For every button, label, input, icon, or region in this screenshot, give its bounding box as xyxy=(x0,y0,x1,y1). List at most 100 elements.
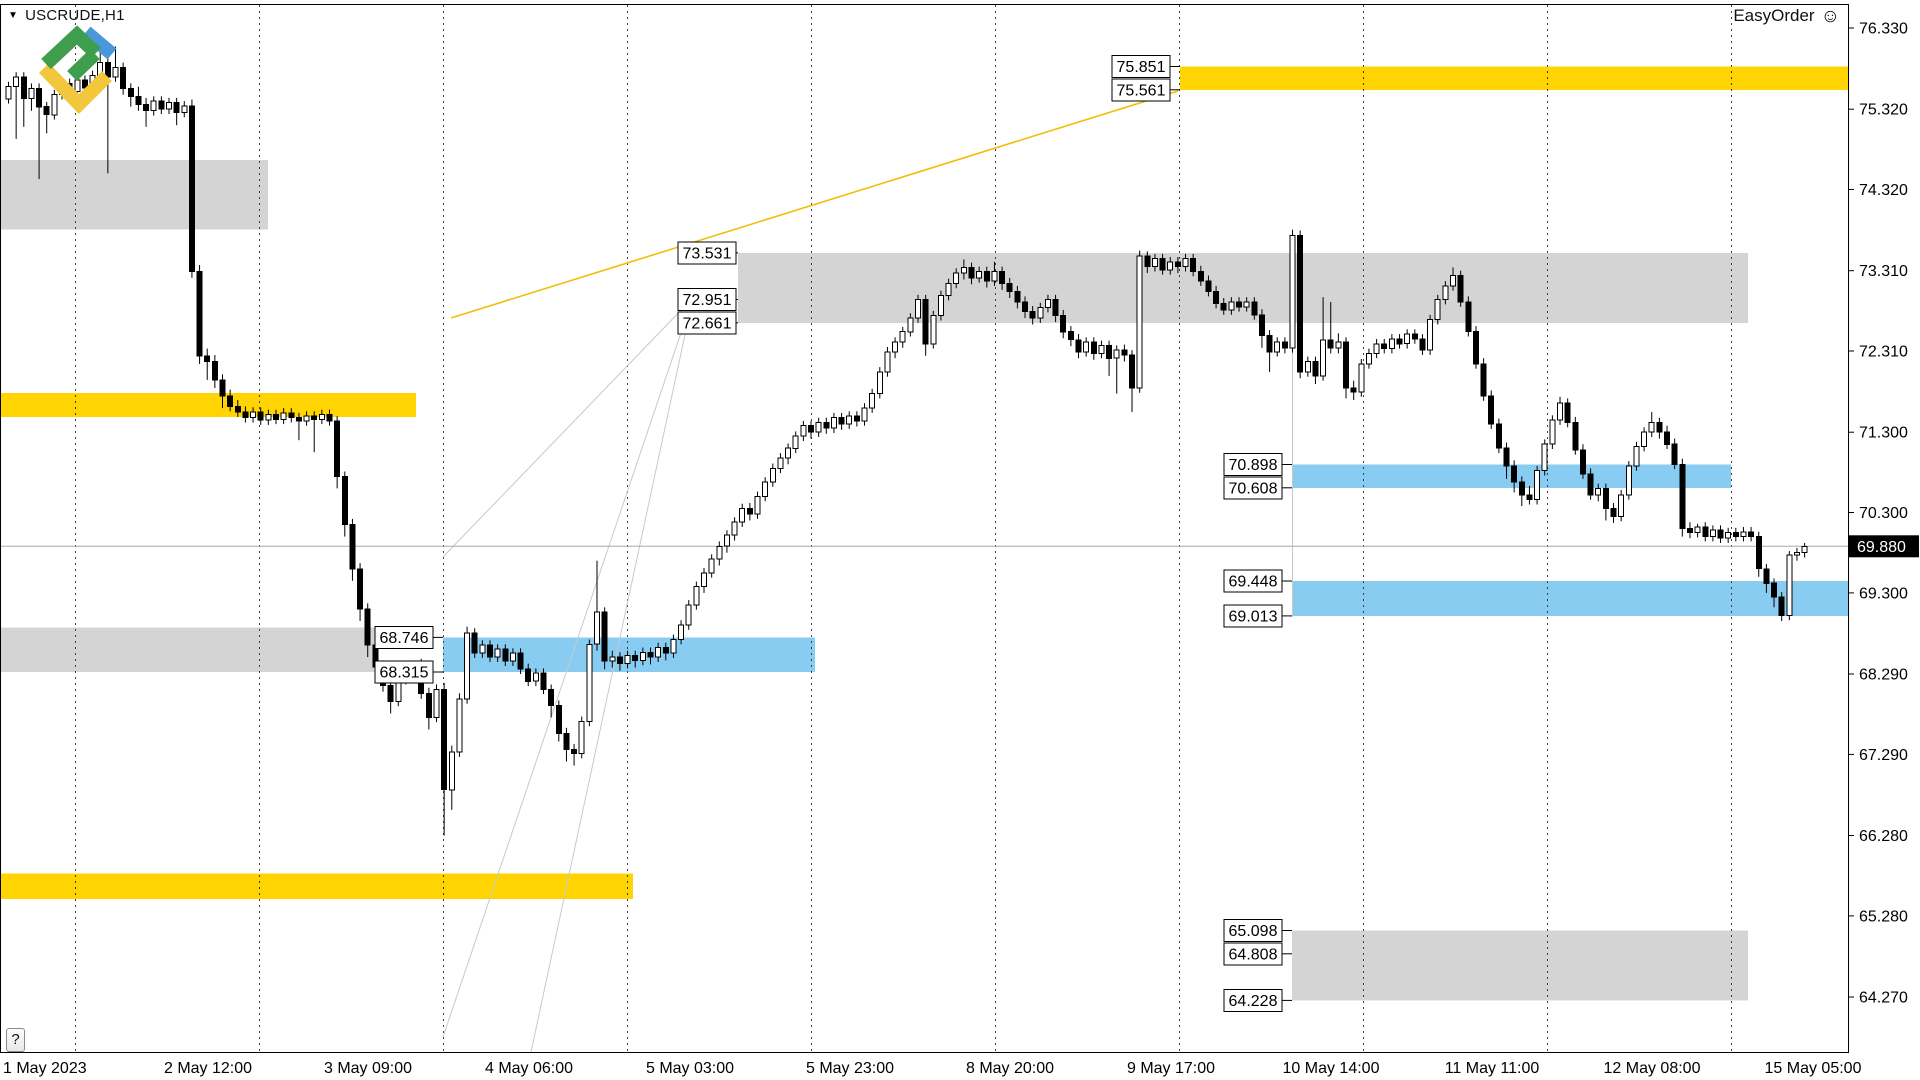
candle-body xyxy=(13,76,20,88)
candle-body xyxy=(815,422,822,433)
candle-body xyxy=(288,412,295,419)
time-tick-label: 10 May 14:00 xyxy=(1283,1060,1380,1077)
candle-body xyxy=(1343,341,1350,389)
candle-body xyxy=(922,299,929,345)
zone-price-label-box[interactable] xyxy=(1223,919,1283,942)
zone-yellow-left[interactable] xyxy=(0,392,416,417)
candle-body xyxy=(1572,422,1579,451)
zone-gray-mid-wide[interactable] xyxy=(738,252,1748,323)
zone-yellow-top-right[interactable] xyxy=(1180,66,1848,90)
candle-body xyxy=(135,95,142,105)
candle-body xyxy=(1335,341,1342,349)
time-tick-label: 15 May 05:00 xyxy=(1765,1060,1862,1077)
candle-body xyxy=(1113,349,1120,359)
candle-body xyxy=(1304,361,1311,373)
zone-price-label-box[interactable] xyxy=(677,241,737,265)
zone-price-label-box[interactable] xyxy=(374,625,434,649)
candle-body xyxy=(349,524,356,570)
candle-body xyxy=(334,420,341,477)
candle-body xyxy=(892,341,899,353)
zone-price-label: 73.531 xyxy=(683,245,732,262)
candle-body xyxy=(487,644,494,658)
candle-body xyxy=(953,272,960,285)
zone-price-label-box[interactable] xyxy=(677,288,737,311)
help-button[interactable]: ? xyxy=(6,1028,25,1052)
candle-body xyxy=(1450,275,1457,287)
zone-price-label-box[interactable] xyxy=(1223,988,1283,1012)
brand-logo-icon xyxy=(30,20,150,135)
candle-body xyxy=(1213,291,1220,305)
candle-body xyxy=(196,271,203,357)
candle-body xyxy=(525,668,532,682)
candle-body xyxy=(1174,261,1181,268)
candle-body xyxy=(976,271,983,279)
candle-body xyxy=(1434,299,1441,321)
candle-body xyxy=(1167,261,1174,271)
zone-gray-bottom-right[interactable] xyxy=(1292,930,1748,1001)
easyorder-widget[interactable]: EasyOrder ☺ xyxy=(1733,6,1840,26)
candle-body xyxy=(1228,301,1235,311)
zone-price-label-box[interactable] xyxy=(1223,476,1283,500)
zone-price-label-box[interactable] xyxy=(677,311,737,335)
candle-body xyxy=(678,624,685,640)
fan-line[interactable] xyxy=(530,329,687,1053)
candle-body xyxy=(234,405,241,413)
trend-line[interactable] xyxy=(450,90,1179,319)
candle-body xyxy=(1748,531,1755,538)
candle-body xyxy=(227,395,234,407)
candle-body xyxy=(242,411,249,419)
zone-price-label-box[interactable] xyxy=(1223,942,1283,966)
zone-yellow-bottom-left[interactable] xyxy=(0,873,633,899)
candle-body xyxy=(1083,341,1090,353)
candle-body xyxy=(464,632,471,700)
candle-body xyxy=(647,651,654,658)
candle-body xyxy=(43,106,50,116)
zone-labels-layer: 75.851 75.561 73.531 72.951 72.661 70.898 70.6… xyxy=(374,55,1292,1012)
candle-body xyxy=(1419,338,1426,351)
easyorder-label: EasyOrder xyxy=(1733,6,1815,25)
candle-body xyxy=(639,651,646,661)
candle-body xyxy=(1044,299,1051,309)
grid-layer xyxy=(75,5,1732,1052)
zone-price-label-box[interactable] xyxy=(1223,453,1283,476)
candle-body xyxy=(846,415,853,425)
zone-gray-top-left[interactable] xyxy=(0,159,268,230)
zone-price-label: 68.315 xyxy=(380,665,429,682)
zone-blue-right-lower[interactable] xyxy=(1292,581,1848,616)
candle-body xyxy=(1014,291,1021,303)
zone-price-label-box[interactable] xyxy=(1223,569,1283,593)
symbol-selector[interactable]: ▼ USCRUDE,H1 xyxy=(8,7,125,24)
candle-body xyxy=(20,76,27,100)
candle-body xyxy=(1618,494,1625,517)
candle-body xyxy=(441,688,448,791)
zone-price-label-box[interactable] xyxy=(1111,55,1171,78)
fan-line[interactable] xyxy=(442,317,687,1038)
candle-body xyxy=(1205,280,1212,293)
candle-body xyxy=(1763,568,1770,584)
zone-price-label: 68.746 xyxy=(380,630,429,647)
candle-body xyxy=(28,87,35,100)
fan-line[interactable] xyxy=(442,304,687,558)
candle-body xyxy=(1151,258,1158,268)
time-tick-label: 4 May 06:00 xyxy=(485,1060,573,1077)
candle-body xyxy=(685,604,692,626)
zone-gray-mid-left[interactable] xyxy=(0,627,375,672)
candle-body xyxy=(1129,354,1136,389)
candle-body xyxy=(517,652,524,670)
zone-price-label-box[interactable] xyxy=(1111,78,1171,102)
candle-body xyxy=(112,66,119,78)
candle-body xyxy=(1457,275,1464,303)
candle-body xyxy=(1549,419,1556,445)
zone-price-label-box[interactable] xyxy=(1223,604,1283,628)
candle-body xyxy=(1060,315,1067,333)
zone-price-label: 64.228 xyxy=(1229,993,1278,1010)
candle-body xyxy=(250,411,257,419)
zone-price-label: 72.951 xyxy=(683,292,732,309)
zone-price-label: 75.851 xyxy=(1117,59,1166,76)
candle-body xyxy=(1067,331,1074,341)
last-price-tag-label: 69.880 xyxy=(1857,539,1906,556)
candle-body xyxy=(158,100,165,110)
zone-price-label-box[interactable] xyxy=(374,660,434,684)
candle-body xyxy=(1243,301,1250,308)
